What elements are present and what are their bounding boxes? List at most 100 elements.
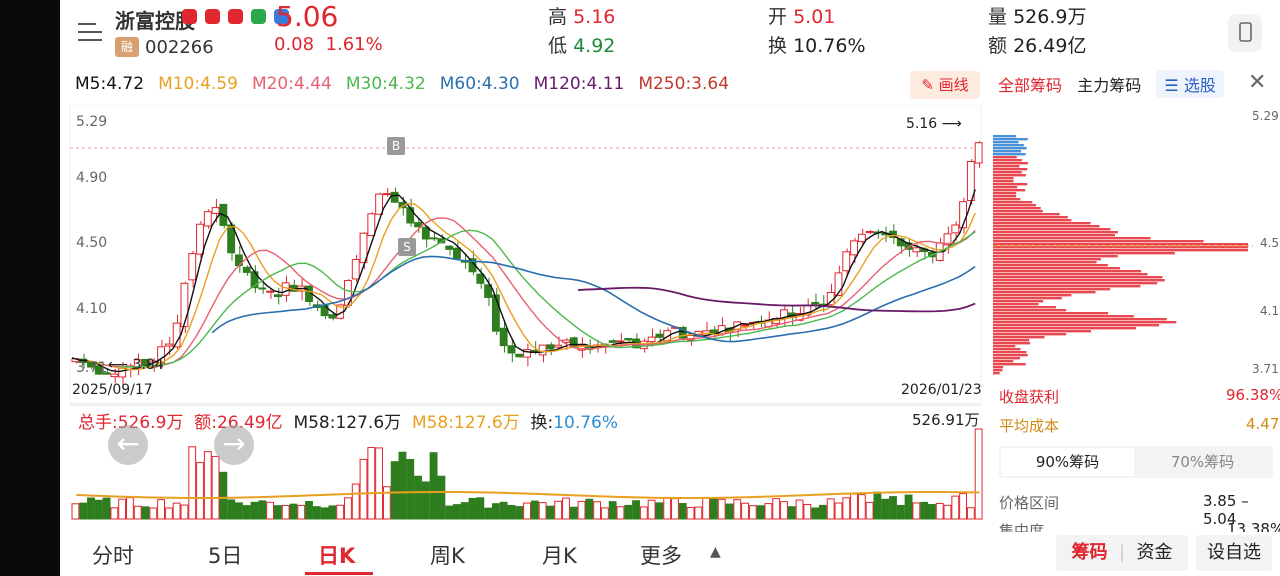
chip-bar: [993, 165, 1020, 168]
volume-value: 量 526.9万: [988, 6, 1087, 28]
volume-bar: [180, 504, 189, 520]
scroll-right-button[interactable]: →: [214, 425, 254, 465]
volume-bar: [756, 505, 765, 520]
tab-main-chips[interactable]: 主力筹码: [1077, 76, 1142, 95]
volume-bar: [375, 447, 384, 520]
chip-bar: [993, 327, 1136, 330]
volume-bar: [507, 505, 516, 520]
landscape-toggle-icon[interactable]: [1228, 14, 1262, 52]
tab-90-chips[interactable]: 90%筹码: [1001, 448, 1134, 476]
scroll-left-button[interactable]: ←: [108, 425, 148, 465]
candle: [499, 327, 508, 347]
arrow-left-icon: ←: [116, 427, 140, 460]
chip-bar: [993, 294, 1072, 297]
concentration-value: 13.38%: [1227, 520, 1280, 532]
volume-bar: [367, 447, 376, 520]
tag-icon: [228, 9, 243, 24]
draw-line-button[interactable]: ✎ 画线: [910, 71, 980, 99]
chip-bar: [993, 255, 1118, 258]
volume-bar: [530, 500, 539, 520]
chip-y-mid: 4.5: [1260, 236, 1280, 250]
volume-legend: 总手:526.9万 额:26.49亿 M58:127.6万 M58:127.6万…: [78, 413, 619, 433]
chip-bar: [993, 291, 1096, 294]
tab-intraday[interactable]: 分时: [92, 544, 134, 568]
candle: [196, 223, 204, 255]
candle: [445, 245, 454, 250]
candle: [102, 372, 111, 375]
candle: [180, 282, 189, 328]
ma-line: [118, 229, 976, 368]
chip-bar: [993, 249, 1248, 252]
volume-bar: [87, 497, 95, 520]
candle: [624, 337, 633, 341]
candle: [414, 222, 422, 228]
tab-monthly-k[interactable]: 月K: [542, 544, 577, 568]
chip-bar: [993, 351, 1027, 354]
chip-bar: [993, 186, 1018, 189]
ma250-label: M250:3.64: [638, 74, 730, 94]
tab-weekly-k[interactable]: 周K: [430, 544, 465, 568]
candle: [242, 266, 251, 273]
volume-bar: [826, 498, 835, 520]
funds-button[interactable]: 资金: [1136, 542, 1173, 563]
volume-bar: [600, 507, 609, 520]
select-stock-button[interactable]: ☰ 选股: [1156, 70, 1224, 98]
candle: [780, 309, 788, 319]
volume-bar: [203, 451, 212, 520]
tab-70-chips[interactable]: 70%筹码: [1170, 453, 1235, 471]
volume-bar: [281, 505, 290, 520]
close-icon[interactable]: ✕: [1248, 70, 1267, 95]
chip-bar: [993, 180, 1014, 183]
margin-badge: 融: [115, 37, 139, 57]
candle: [538, 344, 547, 356]
vol-ma-a: M58:127.6万: [293, 413, 402, 433]
volume-bar: [196, 462, 204, 520]
volume-bar: [118, 498, 127, 520]
volume-bar: [632, 500, 640, 520]
chip-bar: [993, 201, 1033, 204]
volume-bar: [733, 499, 742, 520]
chip-bar: [993, 363, 1026, 366]
chip-bar: [993, 225, 1100, 228]
tab-daily-k[interactable]: 日K: [318, 544, 356, 568]
volume-bar: [554, 500, 563, 520]
chip-bar: [993, 222, 1091, 225]
tab-5day[interactable]: 5日: [208, 544, 243, 568]
chip-bar: [993, 219, 1072, 222]
ma10-label: M10:4.59: [158, 74, 238, 94]
kline-chart[interactable]: [68, 105, 983, 525]
chip-bar: [993, 366, 1004, 369]
volume-bar: [639, 506, 648, 520]
sell-marker[interactable]: S: [398, 238, 416, 256]
chip-percent-tabs: 90%筹码 70%筹码: [999, 446, 1273, 478]
chip-bar: [993, 342, 1031, 345]
volume-bar: [865, 501, 874, 520]
chips-button[interactable]: 筹码: [1071, 542, 1108, 563]
candle: [857, 233, 866, 243]
volume-bar: [359, 458, 368, 520]
volume-bar: [787, 506, 796, 520]
tab-more[interactable]: 更多: [640, 544, 682, 568]
candle: [966, 160, 975, 202]
tab-all-chips[interactable]: 全部筹码: [998, 76, 1063, 95]
candle: [741, 324, 749, 327]
volume-bar: [219, 471, 228, 520]
volume-bar: [94, 499, 103, 520]
chip-bar: [993, 354, 1028, 357]
candle: [164, 343, 173, 347]
volume-bar: [538, 502, 547, 520]
caret-up-icon[interactable]: ▲: [710, 544, 721, 560]
add-watchlist-button[interactable]: 设自选: [1196, 535, 1272, 571]
candle: [912, 247, 921, 253]
chip-bar: [993, 159, 1022, 162]
menu-icon[interactable]: [76, 18, 104, 48]
chip-bar: [993, 237, 1151, 240]
volume-bar: [227, 499, 236, 520]
high-marker-label: 5.16 ⟶: [906, 116, 962, 132]
volume-bar: [857, 494, 866, 520]
volume-bar: [562, 497, 570, 520]
buy-marker[interactable]: B: [387, 137, 405, 155]
chip-bar: [993, 213, 1060, 216]
chip-bar: [993, 360, 1014, 363]
volume-bar: [211, 455, 220, 520]
